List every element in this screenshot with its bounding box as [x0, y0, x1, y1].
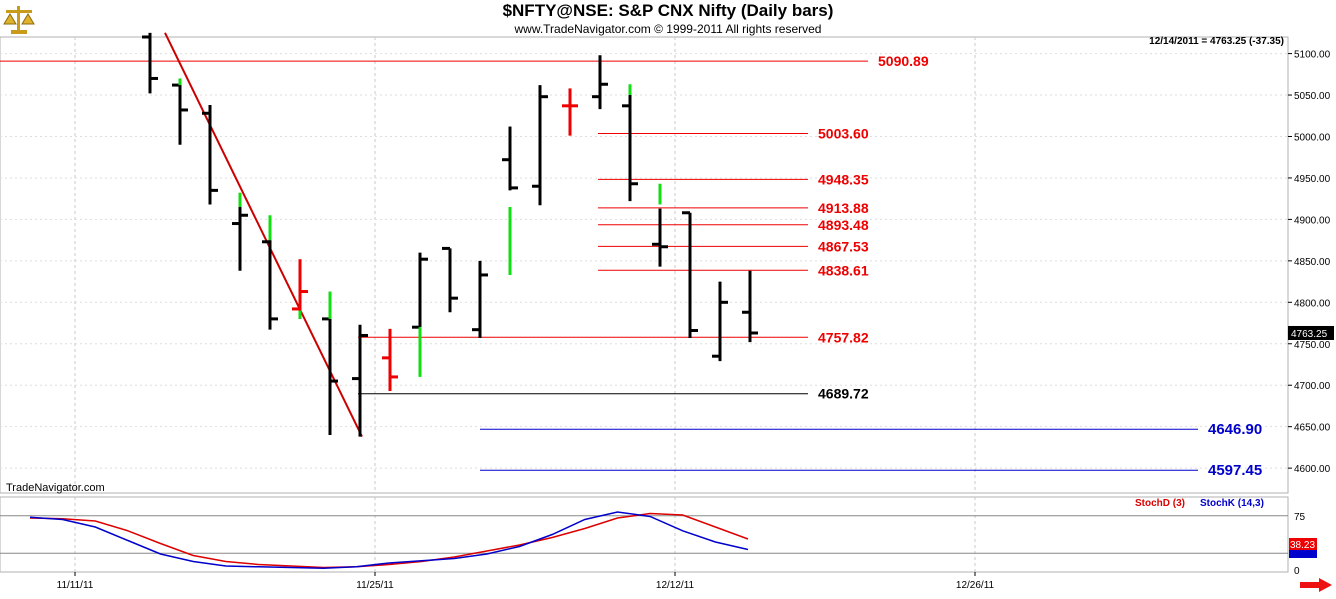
tradenavigator-logo-icon[interactable]: [2, 2, 36, 41]
y-tick-label: 4600.00: [1294, 464, 1331, 475]
level-label: 4913.88: [818, 200, 869, 216]
stochd-legend: StochD (3): [1135, 498, 1185, 509]
level-label: 4597.45: [1208, 462, 1262, 479]
last-price-label: 4763.25: [1291, 329, 1328, 340]
level-label: 4867.53: [818, 238, 869, 254]
stoch-tick-label: 0: [1294, 566, 1300, 577]
y-tick-label: 4800.00: [1294, 298, 1331, 309]
stoch-series-line: [29, 512, 749, 569]
chart-title: $NFTY@NSE: S&P CNX Nifty (Daily bars): [502, 1, 834, 20]
stochk-last-box: [1289, 550, 1317, 558]
level-label: 5090.89: [878, 53, 929, 69]
y-tick-label: 5050.00: [1294, 91, 1331, 102]
y-tick-label: 4900.00: [1294, 215, 1331, 226]
x-tick-label: 11/25/11: [356, 580, 394, 591]
y-tick-label: 4750.00: [1294, 340, 1331, 351]
stoch-tick-label: 75: [1294, 512, 1306, 523]
level-label: 4893.48: [818, 217, 869, 233]
level-label: 4646.90: [1208, 421, 1262, 438]
copyright-text: www.TradeNavigator.com © 1999-2011 All r…: [514, 22, 822, 36]
x-tick-label: 12/12/11: [656, 580, 695, 591]
price-readout: 12/14/2011 = 4763.25 (-37.35): [1149, 36, 1284, 47]
y-tick-label: 4650.00: [1294, 423, 1331, 434]
level-label: 4689.72: [818, 386, 869, 402]
scroll-right-arrow-icon[interactable]: [1299, 578, 1333, 597]
level-label: 4757.82: [818, 329, 869, 345]
last-price-box: [1288, 325, 1334, 340]
level-label: 4948.35: [818, 171, 869, 187]
price-panel: [0, 36, 1289, 494]
stochd-last-box: [1289, 538, 1317, 550]
y-tick-label: 4950.00: [1294, 174, 1331, 185]
y-tick-label: 4700.00: [1294, 381, 1331, 392]
watermark-text: TradeNavigator.com: [6, 482, 105, 494]
y-tick-label: 5000.00: [1294, 132, 1331, 143]
level-label: 4838.61: [818, 262, 869, 278]
y-tick-label: 4850.00: [1294, 257, 1331, 268]
y-tick-label: 5100.00: [1294, 50, 1331, 61]
stoch-series-line: [29, 511, 749, 570]
x-tick-label: 11/11/11: [57, 580, 94, 591]
x-tick-label: 12/26/11: [956, 580, 995, 591]
stoch-last-label: 38.23: [1290, 540, 1315, 551]
level-label: 5003.60: [818, 126, 869, 142]
stochk-legend: StochK (14,3): [1200, 498, 1264, 509]
